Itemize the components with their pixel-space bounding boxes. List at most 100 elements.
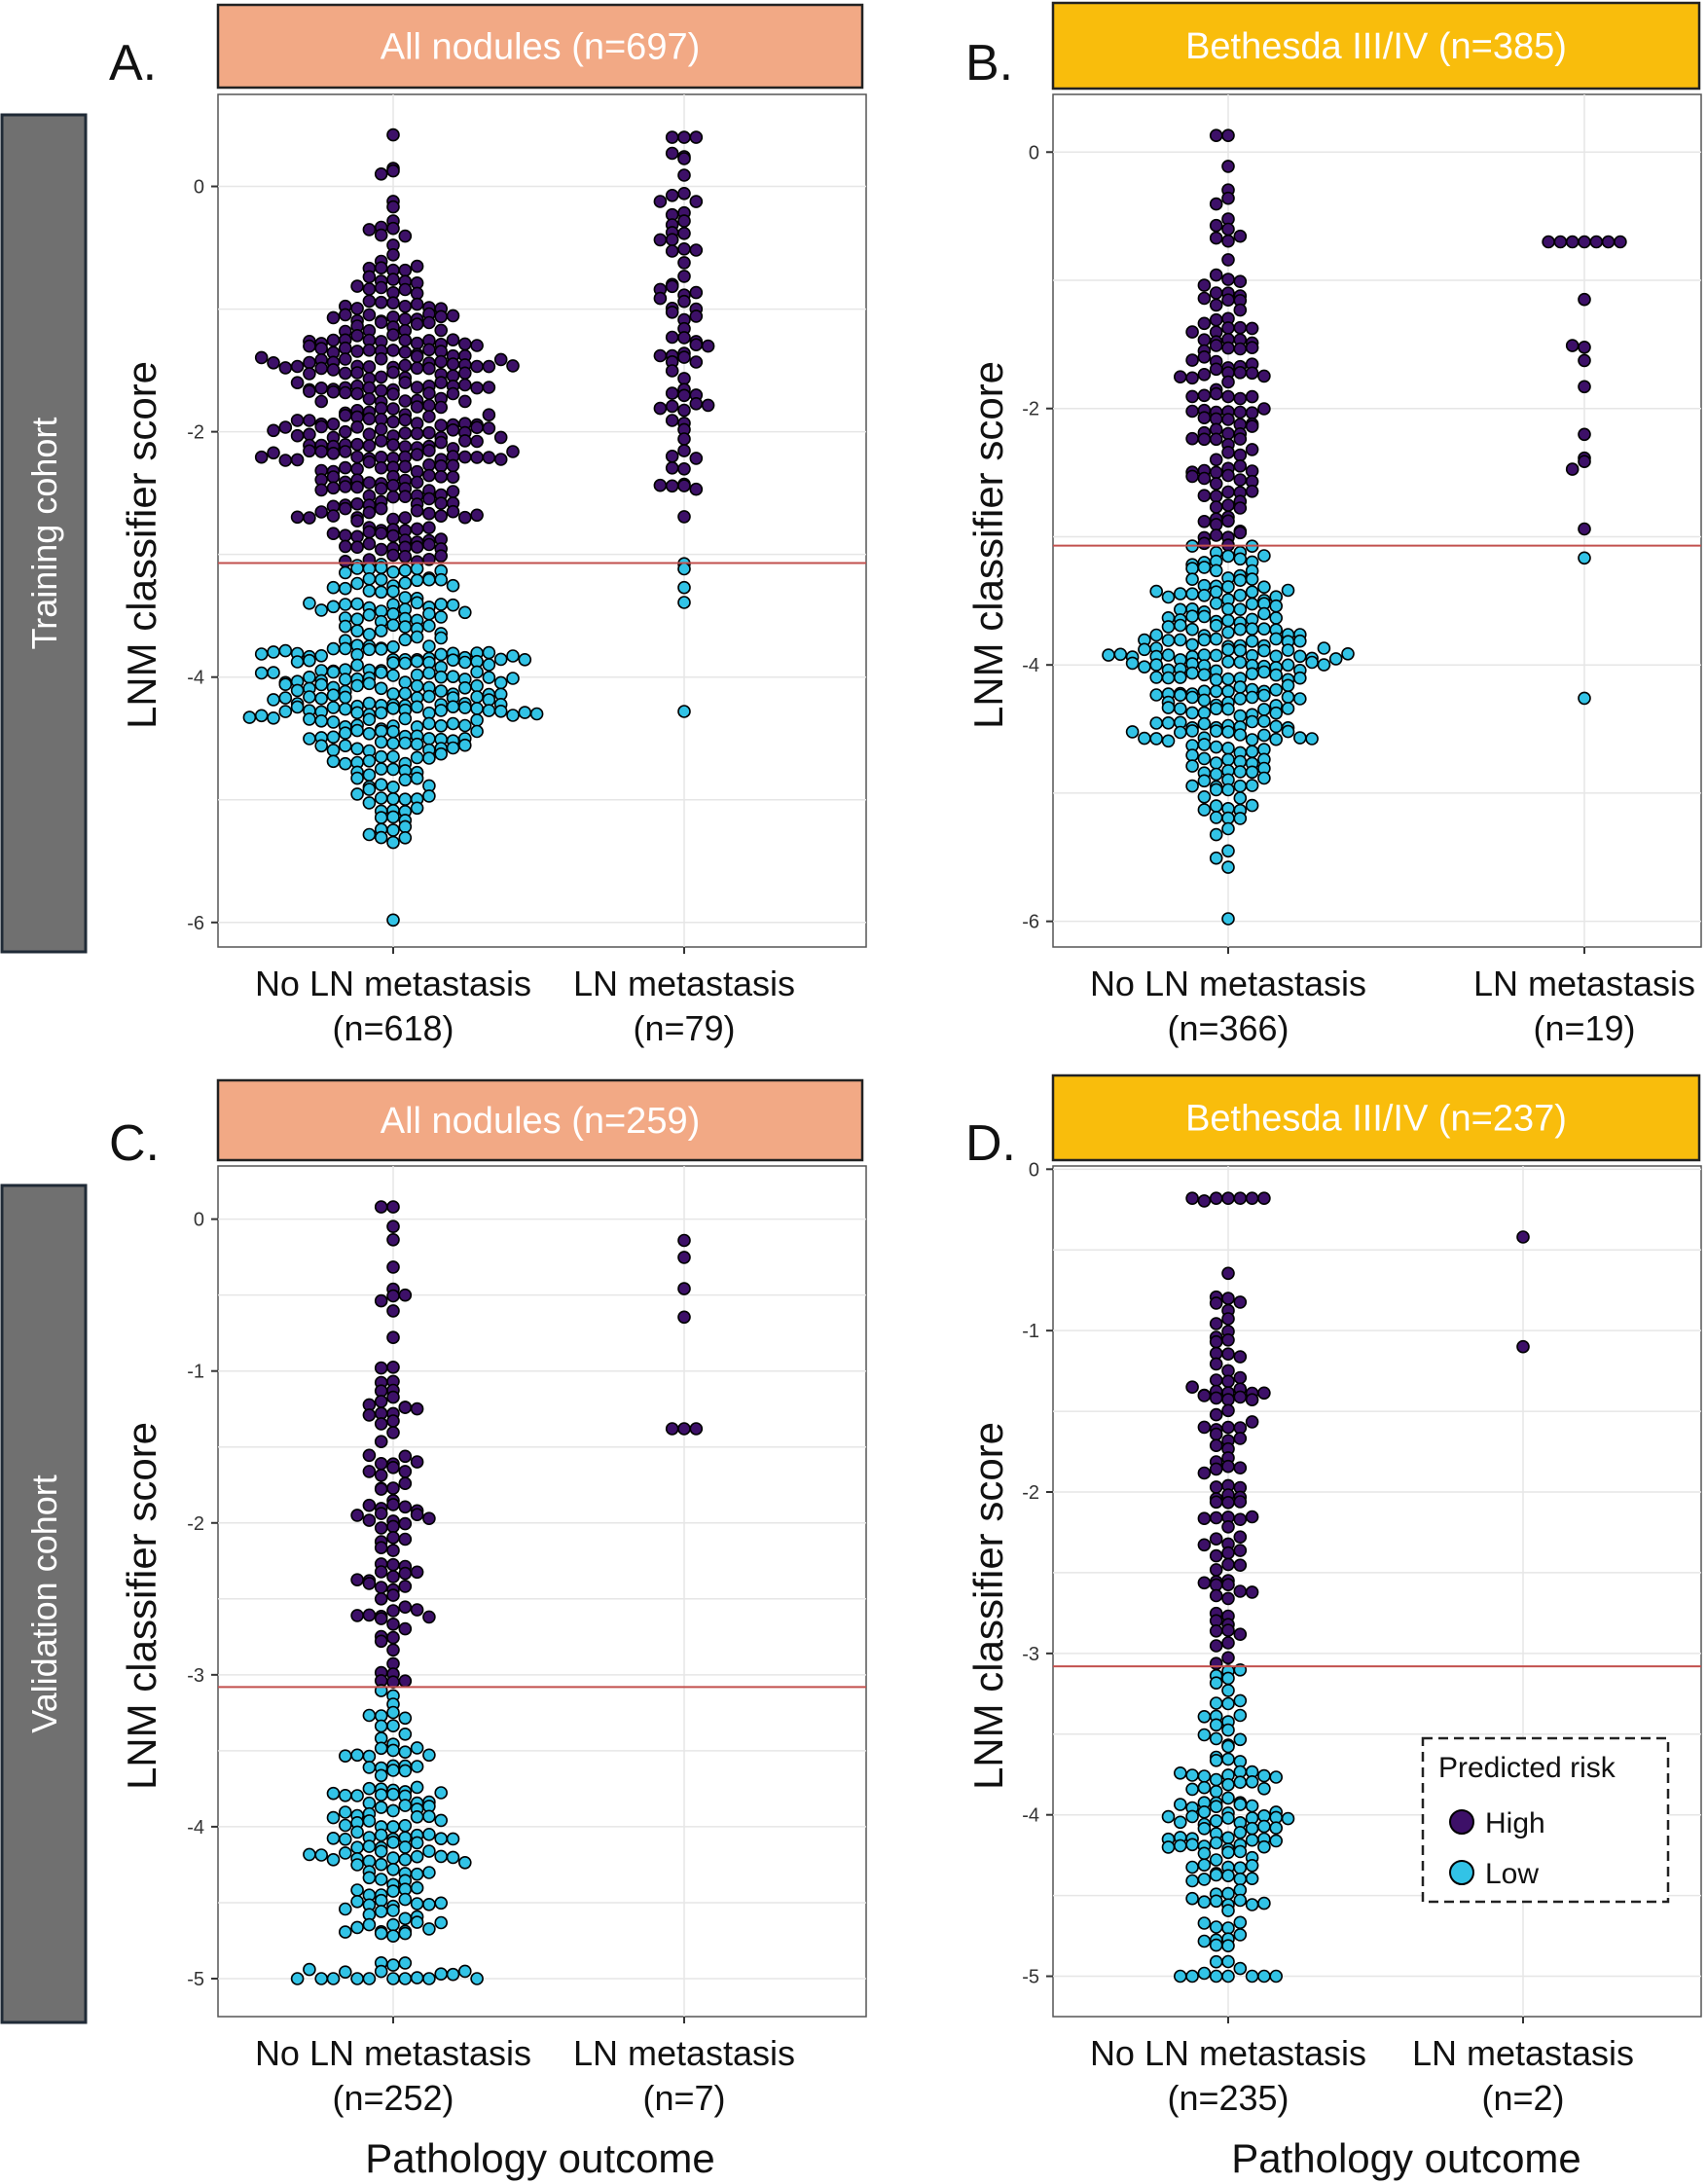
- point-low: [1269, 1770, 1283, 1784]
- point-low: [398, 656, 413, 671]
- point-low: [677, 596, 691, 609]
- point-low: [1293, 671, 1307, 685]
- point-high: [1209, 362, 1223, 377]
- point-low: [1185, 690, 1199, 705]
- point-high: [350, 462, 364, 476]
- point-high: [398, 1600, 413, 1614]
- point-high: [1221, 498, 1235, 512]
- point-high: [1221, 389, 1235, 404]
- point-low: [374, 666, 388, 679]
- point-high: [677, 187, 691, 200]
- x-axis-label: Pathology outcome: [365, 2135, 715, 2181]
- point-low: [434, 610, 449, 624]
- point-high: [290, 453, 305, 467]
- point-low: [278, 677, 293, 692]
- point-high: [1209, 312, 1223, 327]
- point-high: [386, 1519, 400, 1534]
- point-high: [386, 1531, 400, 1545]
- y-tick-label: -1: [1022, 1321, 1039, 1342]
- point-low: [1257, 714, 1271, 728]
- panel-c: All nodules (n=259) C. 0 -1 -2 -3 -4 -5 LNM clas…: [109, 1078, 867, 2181]
- point-low: [1233, 1861, 1248, 1875]
- point-high: [362, 1513, 377, 1527]
- point-low: [1161, 1809, 1176, 1824]
- point-high: [446, 458, 460, 473]
- point-high: [677, 1251, 691, 1264]
- point-low: [1221, 741, 1235, 755]
- point-high: [362, 439, 377, 453]
- point-high: [338, 528, 352, 543]
- y-tick-label: -4: [1022, 655, 1039, 676]
- point-high: [665, 414, 679, 427]
- point-high: [689, 1422, 704, 1436]
- point-low: [1233, 765, 1248, 779]
- point-low: [362, 753, 377, 768]
- point-high: [665, 233, 679, 246]
- point-high: [1601, 235, 1616, 249]
- point-low: [303, 1847, 316, 1862]
- x-category-count: (n=79): [633, 1008, 735, 1048]
- point-high: [410, 448, 424, 461]
- point-low: [1221, 844, 1235, 858]
- point-low: [362, 1708, 377, 1723]
- point-low: [338, 1925, 352, 1939]
- point-low: [1269, 682, 1283, 697]
- point-low: [338, 598, 352, 611]
- point-low: [457, 655, 472, 670]
- point-low: [1113, 647, 1128, 662]
- point-high: [1209, 197, 1223, 211]
- point-high: [374, 542, 388, 557]
- point-low: [1328, 652, 1343, 666]
- point-low: [1149, 671, 1163, 684]
- point-high: [374, 434, 388, 448]
- point-high: [362, 1465, 377, 1478]
- point-high: [1257, 369, 1271, 383]
- point-low: [1161, 734, 1176, 748]
- point-high: [689, 130, 704, 144]
- point-low: [422, 789, 436, 803]
- point-low: [398, 1956, 413, 1970]
- point-low: [677, 562, 691, 576]
- point-low: [326, 1786, 341, 1801]
- point-low: [434, 647, 449, 662]
- point-low: [1149, 716, 1163, 730]
- point-low: [1161, 634, 1176, 647]
- point-low: [1197, 1780, 1212, 1795]
- point-low: [1185, 1768, 1199, 1782]
- point-high: [410, 381, 424, 394]
- y-axis-label: LNM classifier score: [965, 1422, 1011, 1790]
- point-high: [1174, 370, 1187, 384]
- point-low: [398, 1711, 413, 1726]
- point-high: [677, 130, 691, 144]
- point-low: [1197, 716, 1212, 731]
- point-high: [1245, 389, 1259, 404]
- point-low: [410, 1836, 424, 1850]
- point-low: [1209, 811, 1223, 824]
- point-low: [1233, 588, 1248, 602]
- point-high: [677, 242, 691, 256]
- point-high: [386, 402, 400, 416]
- point-high: [1197, 489, 1212, 503]
- point-high: [653, 348, 668, 363]
- point-low: [338, 1902, 352, 1916]
- point-high: [386, 273, 400, 286]
- point-high: [470, 381, 484, 395]
- point-high: [398, 282, 413, 297]
- point-high: [1257, 1386, 1271, 1401]
- point-low: [386, 724, 400, 739]
- panel-letter: B.: [965, 35, 1013, 91]
- point-low: [1245, 622, 1259, 637]
- point-high: [1197, 1420, 1212, 1435]
- point-low: [1317, 641, 1331, 655]
- points: [290, 1200, 704, 1985]
- point-high: [457, 378, 472, 392]
- point-low: [1221, 1869, 1235, 1882]
- point-low: [1293, 692, 1307, 706]
- point-low: [386, 913, 400, 928]
- point-low: [386, 1851, 400, 1865]
- point-low: [386, 1820, 400, 1834]
- point-high: [493, 453, 508, 466]
- point-high: [677, 256, 691, 270]
- point-low: [386, 1743, 400, 1758]
- point-high: [386, 1426, 400, 1439]
